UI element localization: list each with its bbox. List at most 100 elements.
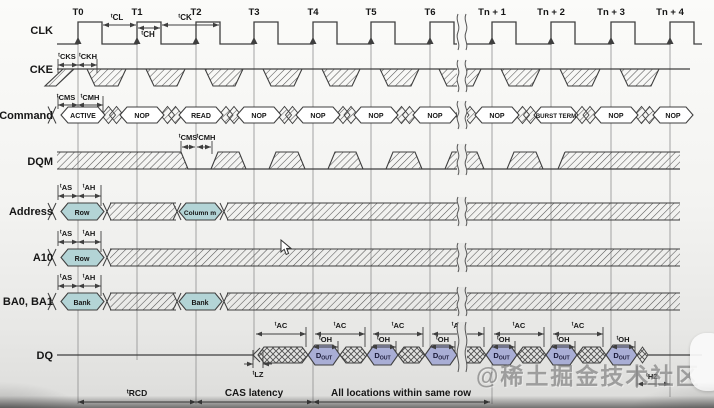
signal-label-clk: CLK — [30, 25, 53, 37]
address-bubble-label: Column m — [184, 210, 216, 217]
timing-label: tAH — [83, 273, 96, 282]
command-label: READ — [191, 113, 211, 120]
dq-crosshatch — [397, 346, 426, 364]
timing-label: tCMH — [197, 133, 216, 142]
arrow-head — [154, 25, 160, 31]
arrow-head — [58, 283, 64, 289]
clock-edge-marker — [133, 37, 141, 44]
ba-bubble-label: Bank — [191, 300, 208, 307]
a10-bubble-label: Row — [75, 256, 90, 263]
clock-edge-marker — [367, 37, 375, 44]
signal-label-command: Command — [0, 110, 53, 122]
arrow-head — [78, 193, 84, 199]
clock-label: Tn + 3 — [597, 7, 625, 18]
timing-label: tCL — [111, 13, 124, 22]
arrow-head — [91, 62, 97, 68]
timing-label: tCK — [178, 13, 192, 22]
timing-label: tAS — [60, 229, 72, 238]
cke-dontcare — [501, 69, 540, 86]
mouse-cursor — [279, 238, 293, 257]
clock-edge-marker — [74, 37, 82, 44]
dqm-pulse — [328, 152, 363, 169]
arrow-head — [478, 331, 484, 337]
timing-label: tCH — [141, 30, 155, 39]
bottom-span-label: All locations within same row — [331, 388, 471, 399]
arrow-head — [307, 399, 313, 405]
timing-label: tOH — [556, 335, 569, 344]
cke-dontcare — [205, 69, 243, 86]
bottom-span-label: CAS latency — [225, 388, 284, 399]
arrow-head — [538, 331, 544, 337]
arrow-head — [417, 331, 423, 337]
signal-label-ba: BA0, BA1 — [3, 296, 53, 308]
bottom-span-label: tRCD — [127, 388, 147, 398]
arrow-head — [162, 22, 168, 28]
arrow-head — [95, 193, 101, 199]
timing-label: tOH — [616, 335, 629, 344]
cke-dontcare — [87, 69, 126, 86]
signal-label-a10: A10 — [33, 252, 53, 264]
clock-edge-marker — [607, 37, 615, 44]
signal-label-dq: DQ — [37, 350, 54, 362]
clock-edge-marker — [547, 37, 555, 44]
clock-label: Tn + 2 — [537, 7, 565, 18]
arrow-head — [256, 331, 262, 337]
command-label: NOP — [368, 113, 384, 120]
signal-label-cke: CKE — [30, 64, 53, 76]
clock-edge-marker — [250, 37, 258, 44]
arrow-head — [78, 283, 84, 289]
timing-label: tCMH — [81, 93, 100, 102]
command-label: BURST TERM — [536, 113, 577, 120]
clock-label: Tn + 4 — [656, 7, 684, 18]
timing-label: tAC — [572, 321, 585, 330]
clock-edge-marker — [426, 37, 434, 44]
arrow-head — [72, 193, 78, 199]
command-label: NOP — [489, 113, 505, 120]
arrow-head — [78, 62, 84, 68]
cke-dontcare — [322, 69, 360, 86]
timing-label: tOH — [319, 335, 332, 344]
arrow-head — [359, 331, 365, 337]
clock-label: T3 — [248, 7, 259, 18]
arrow-head — [313, 399, 319, 405]
ba-bubble-label: Bank — [73, 300, 90, 307]
timing-label: tOH — [497, 335, 510, 344]
timing-label: tAC — [392, 321, 405, 330]
clock-label: T2 — [190, 7, 201, 18]
dqm-band — [558, 152, 680, 169]
timing-label: tLZ — [253, 370, 264, 379]
signal-label-address: Address — [9, 206, 53, 218]
clock-label: T6 — [424, 7, 435, 18]
a10-band — [110, 249, 680, 266]
timing-label: tOH — [377, 335, 390, 344]
clock-edge-marker — [192, 37, 200, 44]
arrow-head — [58, 62, 64, 68]
command-label: NOP — [427, 113, 443, 120]
timing-label: tOH — [436, 335, 449, 344]
clock-edge-marker — [666, 37, 674, 44]
arrow-head — [484, 399, 490, 405]
arrow-head — [78, 399, 84, 405]
command-label: ACTIVE — [70, 113, 96, 120]
timing-label: tCMS — [179, 133, 197, 142]
arrow-head — [196, 399, 202, 405]
arrow-head — [300, 331, 306, 337]
dq-crosshatch — [257, 346, 309, 364]
timing-label: tAH — [83, 229, 96, 238]
arrow-head — [78, 239, 84, 245]
signal-label-dqm: DQM — [27, 156, 53, 168]
timing-label: tAC — [334, 321, 347, 330]
command-label: NOP — [251, 113, 267, 120]
ba-band — [227, 293, 680, 310]
command-label: NOP — [134, 113, 150, 120]
clock-label: Tn + 1 — [478, 7, 506, 18]
arrow-head — [247, 361, 253, 367]
arrow-head — [190, 399, 196, 405]
timing-label: tCMS — [57, 93, 75, 102]
arrow-head — [97, 102, 103, 108]
arrow-head — [103, 22, 109, 28]
address-band — [227, 203, 680, 220]
arrow-head — [130, 22, 136, 28]
